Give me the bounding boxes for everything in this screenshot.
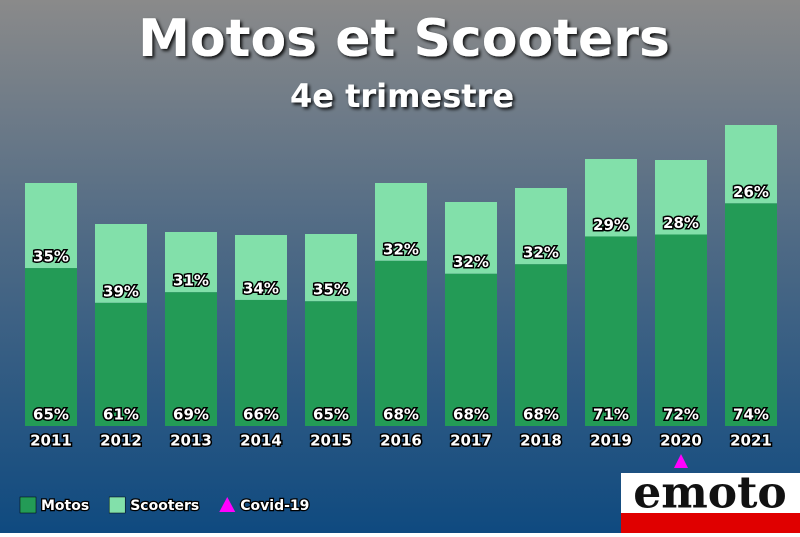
data-label: 71% [593,406,629,424]
bar-segment [305,234,357,302]
bar-segment [655,234,707,426]
data-label: 35% [313,281,349,299]
data-label: 26% [733,183,769,201]
data-label: 65% [33,406,69,424]
bar-segment [25,268,77,426]
bar-segment [445,202,497,274]
bar-segment [235,299,287,426]
data-label: 68% [383,406,419,424]
x-tick-label: 2013 [170,432,212,450]
bar-segment [95,224,147,303]
x-tick-label: 2012 [100,432,142,450]
x-tick-label: 2017 [450,432,492,450]
data-label: 31% [173,272,209,290]
data-label: 32% [383,240,419,258]
annotation-marker [674,454,688,468]
x-tick-label: 2015 [310,432,352,450]
x-tick-label: 2020 [660,432,702,450]
bar-segment [375,260,427,426]
x-tick-label: 2014 [240,432,282,450]
x-tick-label: 2021 [730,432,772,450]
x-tick-label: 2011 [30,432,72,450]
bar-segment [235,235,287,300]
bar-segment [25,183,77,269]
legend-marker [219,497,236,512]
bar-segment [515,188,567,265]
x-tick-label: 2016 [380,432,422,450]
bar-segment [585,159,637,237]
x-tick-label: 2019 [590,432,632,450]
data-label: 72% [663,406,699,424]
legend-label: Covid-19 [240,498,309,514]
data-label: 65% [313,406,349,424]
bar-segment [165,232,217,293]
chart-subtitle: 4e trimestre [290,77,514,115]
data-label: 74% [733,406,769,424]
data-label: 32% [523,244,559,262]
data-label: 39% [103,282,139,300]
legend-swatch [19,496,37,514]
bar-segment [95,302,147,426]
data-label: 28% [663,214,699,232]
bar-segment [585,236,637,426]
data-label: 69% [173,406,209,424]
data-label: 34% [243,279,279,297]
legend-swatch [108,496,126,514]
data-label: 66% [243,406,279,424]
bar-segment [725,203,777,426]
legend-label: Motos [41,498,89,514]
data-label: 68% [453,406,489,424]
bar-segment [165,292,217,426]
bar-segment [655,160,707,235]
data-label: 29% [593,216,629,234]
bar-segment [515,264,567,426]
data-label: 68% [523,406,559,424]
x-tick-label: 2018 [520,432,562,450]
legend-label: Scooters [130,498,199,514]
logo-strip [621,513,800,533]
bar-segment [305,301,357,426]
bar-segment [445,273,497,426]
logo: emoto [633,468,787,519]
bar-segment [725,125,777,204]
chart-title: Motos et Scooters [138,9,670,69]
data-label: 61% [103,406,139,424]
data-label: 35% [33,248,69,266]
bar-segment [375,183,427,261]
data-label: 32% [453,253,489,271]
